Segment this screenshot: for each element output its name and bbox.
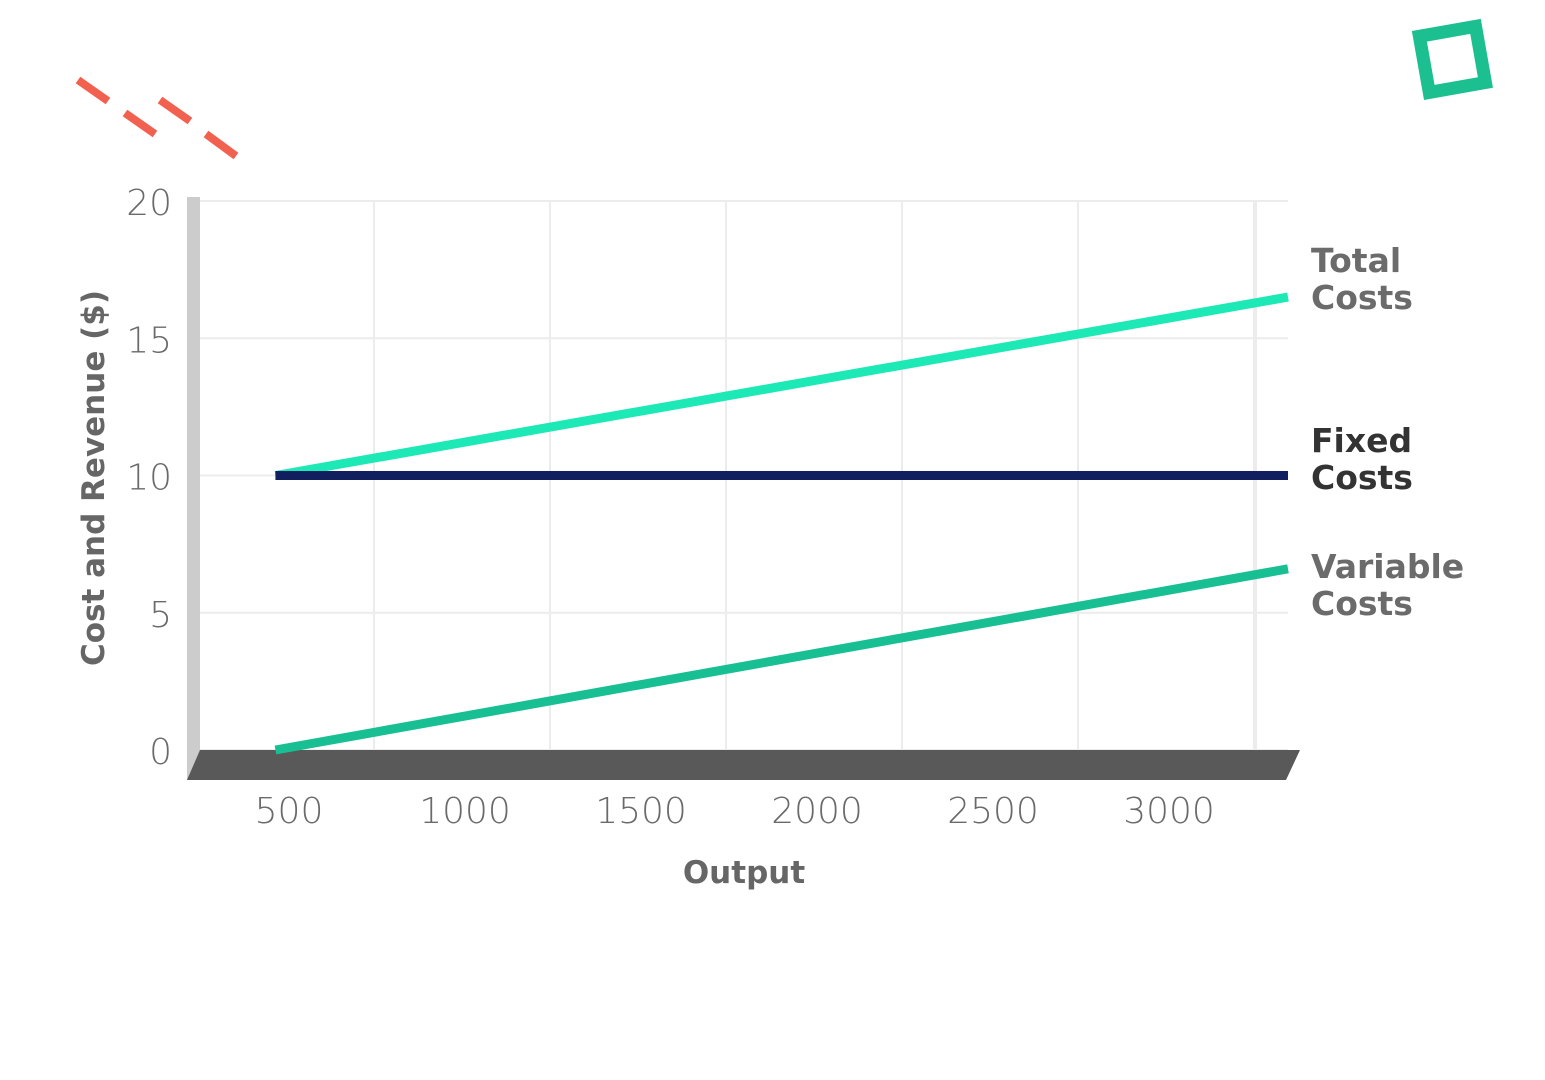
x-axis-floor xyxy=(187,750,1300,780)
x-tick-label: 2500 xyxy=(947,791,1039,832)
decor-dash xyxy=(157,96,193,125)
decor-dash xyxy=(203,130,239,160)
y-tick-label: 20 xyxy=(126,183,172,224)
decor-square-icon xyxy=(1411,18,1493,100)
x-tick-label: 1500 xyxy=(595,791,687,832)
y-tick-label: 5 xyxy=(149,595,172,636)
series-line-variable-costs xyxy=(274,564,1289,755)
series-label: Variable xyxy=(1311,547,1464,586)
series-line-total-costs xyxy=(274,292,1289,480)
series-label: Costs xyxy=(1311,278,1413,317)
y-tick-label: 0 xyxy=(149,732,172,773)
y-tick-label: 10 xyxy=(126,458,172,499)
axes xyxy=(187,197,1300,780)
decor-dashes xyxy=(75,76,239,160)
x-tick-label: 3000 xyxy=(1123,791,1215,832)
x-tick-label: 500 xyxy=(255,791,324,832)
series-label: Total xyxy=(1311,241,1401,280)
series-label: Costs xyxy=(1311,584,1413,623)
y-axis-title: Cost and Revenue ($) xyxy=(76,290,112,666)
x-tick-label: 2000 xyxy=(771,791,863,832)
x-axis-title: Output xyxy=(683,855,806,891)
series-label: Costs xyxy=(1311,458,1413,497)
series xyxy=(274,292,1289,755)
x-tick-label: 1000 xyxy=(419,791,511,832)
y-tick-label: 15 xyxy=(126,320,172,361)
decor-dash xyxy=(75,76,111,105)
decor-dash xyxy=(122,109,158,138)
y-axis-bar xyxy=(187,197,200,780)
series-label: Fixed xyxy=(1311,421,1412,460)
